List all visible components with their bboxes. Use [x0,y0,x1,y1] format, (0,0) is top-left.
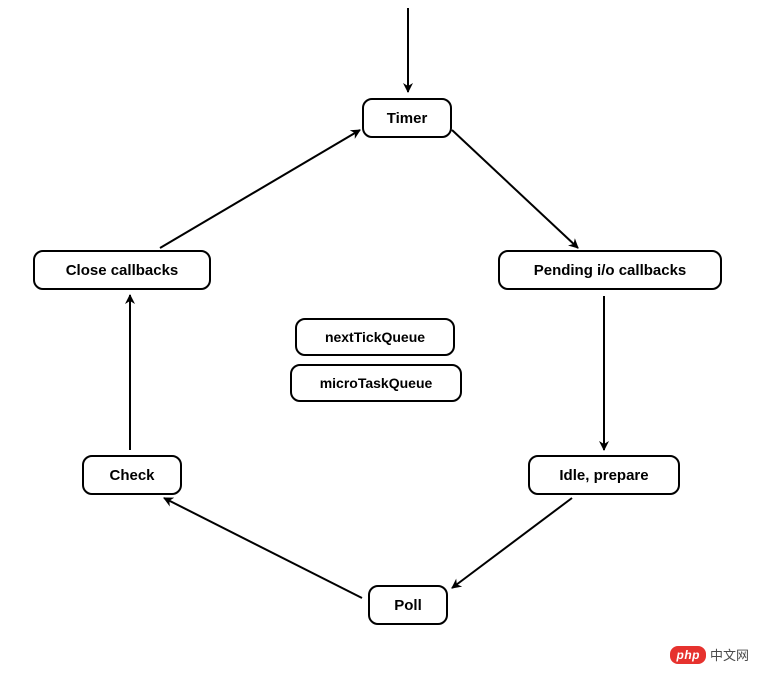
node-pending-io: Pending i/o callbacks [498,250,722,290]
node-poll: Poll [368,585,448,625]
edge-timer-pending [452,130,578,248]
node-timer-label: Timer [387,110,428,127]
node-next-tick-queue: nextTickQueue [295,318,455,356]
node-check-label: Check [109,467,154,484]
node-micro-task-label: microTaskQueue [320,375,433,391]
watermark: php 中文网 [670,645,749,664]
node-timer: Timer [362,98,452,138]
watermark-badge: php [670,646,706,664]
node-check: Check [82,455,182,495]
node-idle-prepare: Idle, prepare [528,455,680,495]
node-next-tick-label: nextTickQueue [325,329,425,345]
watermark-text: 中文网 [710,645,749,664]
edge-poll-check [164,498,362,598]
node-close-callbacks: Close callbacks [33,250,211,290]
node-poll-label: Poll [394,597,422,614]
node-close-callbacks-label: Close callbacks [66,262,179,279]
edge-idle-poll [452,498,572,588]
node-pending-io-label: Pending i/o callbacks [534,262,687,279]
node-micro-task-queue: microTaskQueue [290,364,462,402]
edge-close-timer [160,130,360,248]
node-idle-prepare-label: Idle, prepare [559,467,648,484]
